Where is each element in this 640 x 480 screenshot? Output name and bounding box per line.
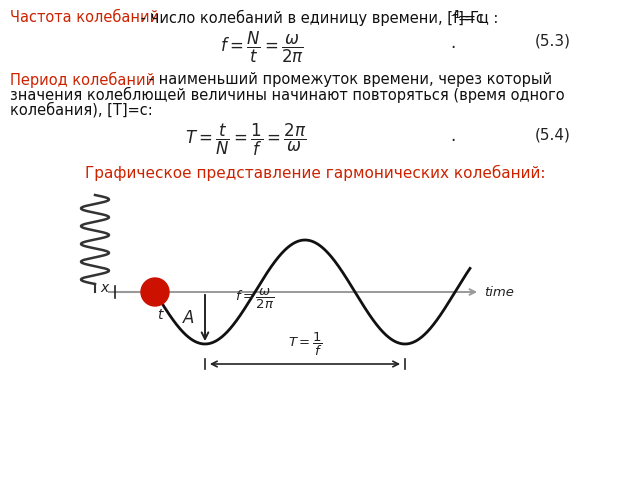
Circle shape [141, 278, 169, 306]
Text: $f = \dfrac{N}{t} = \dfrac{\omega}{2\pi}$: $f = \dfrac{N}{t} = \dfrac{\omega}{2\pi}… [220, 30, 304, 65]
Text: x: x [100, 281, 109, 295]
Text: A: A [183, 309, 195, 327]
Text: $T = \dfrac{1}{f}$: $T = \dfrac{1}{f}$ [287, 331, 323, 358]
Text: - наименьший промежуток времени, через который: - наименьший промежуток времени, через к… [144, 72, 552, 87]
Text: колебания), [T]=с:: колебания), [T]=с: [10, 102, 153, 118]
Text: time: time [484, 286, 514, 299]
Text: $f = \dfrac{\omega}{2\pi}$: $f = \dfrac{\omega}{2\pi}$ [235, 287, 275, 311]
Text: (5.4): (5.4) [535, 127, 571, 142]
Text: .: . [450, 34, 455, 52]
Text: (5.3): (5.3) [535, 33, 571, 48]
Text: =Гц :: =Гц : [458, 10, 499, 25]
Text: Период колебаний: Период колебаний [10, 72, 156, 88]
Text: .: . [450, 127, 455, 145]
Text: значения колеблющей величины начинают повторяться (время одного: значения колеблющей величины начинают по… [10, 87, 564, 103]
Text: Частота колебаний: Частота колебаний [10, 10, 159, 25]
Text: t: t [157, 308, 163, 322]
Text: $T = \dfrac{t}{N} = \dfrac{1}{f} = \dfrac{2\pi}{\omega}$: $T = \dfrac{t}{N} = \dfrac{1}{f} = \dfra… [185, 122, 307, 158]
Text: - число колебаний в единицу времени, [f]=с: - число колебаний в единицу времени, [f]… [136, 10, 484, 26]
Text: Графическое представление гармонических колебаний:: Графическое представление гармонических … [85, 165, 545, 181]
Text: -1: -1 [450, 10, 461, 20]
